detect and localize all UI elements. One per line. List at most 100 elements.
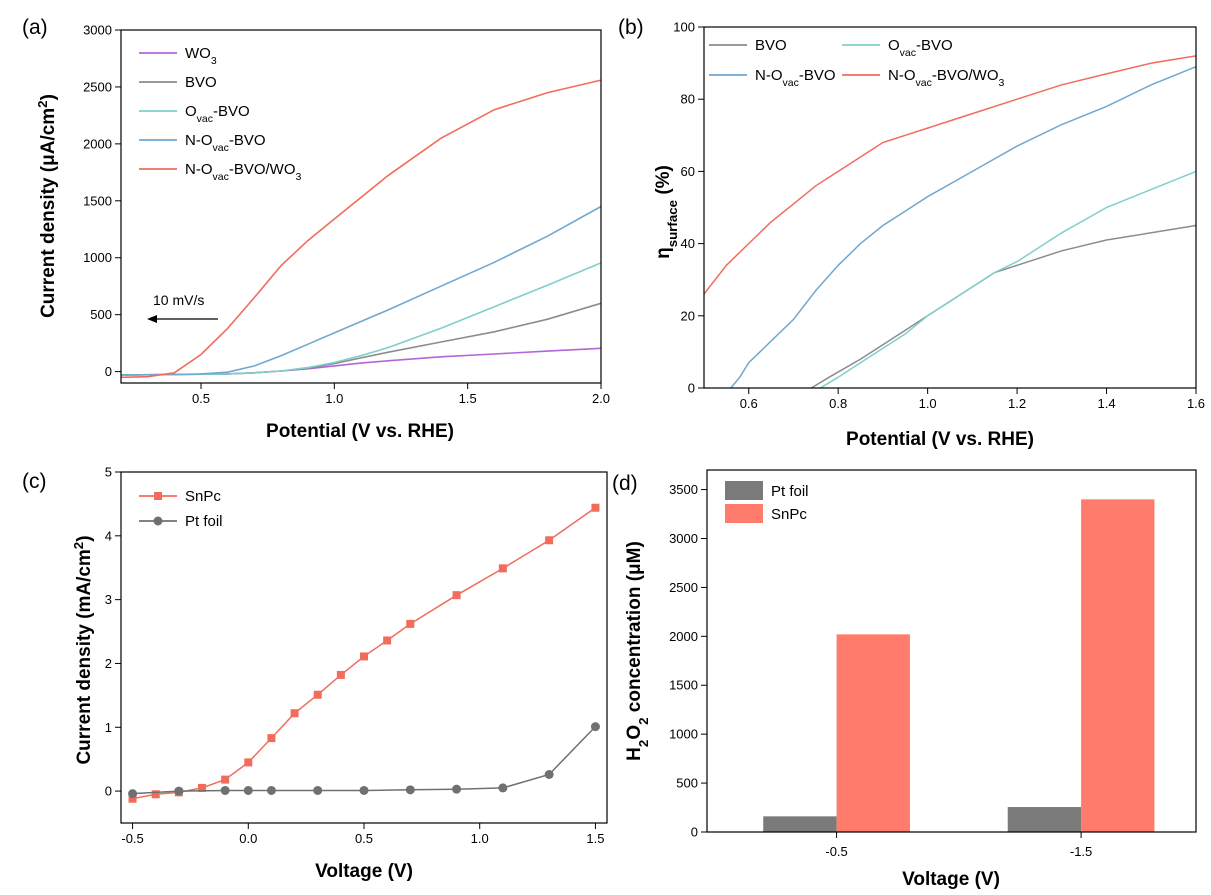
panel-d-legend-swatch-snpc	[725, 504, 763, 523]
panel-c-point-snpc	[498, 564, 507, 573]
panel-a-series-bvo	[120, 302, 602, 376]
panel-c-panel-label: (c)	[22, 470, 47, 493]
panel-b-y-tick-label: 0	[688, 381, 695, 396]
panel-c-legend-label-snpc: SnPc	[185, 488, 221, 505]
panel-c-point-pt-foil	[405, 785, 415, 795]
panel-c-point-pt-foil	[220, 785, 230, 795]
panel-c-x-axis-title: Voltage (V)	[315, 861, 413, 882]
panel-b-x-tick-label: 0.8	[829, 396, 847, 411]
panel-c-point-snpc	[290, 709, 299, 718]
panel-c-point-pt-foil	[174, 786, 184, 796]
panel-b-legend-label-bvo: BVO	[755, 37, 787, 54]
panel-d-x-tick-label: -1.5	[1070, 844, 1092, 859]
panel-b-legend-label-n-ovac-bvo: N-Ovac-BVO	[755, 67, 836, 89]
panel-c-point-snpc	[221, 775, 230, 784]
panel-b-panel-label: (b)	[618, 16, 644, 39]
panel-b-x-tick-label: 1.2	[1008, 396, 1026, 411]
panel-c-point-pt-foil	[266, 785, 276, 795]
panel-a-y-tick-label: 0	[105, 364, 112, 379]
panel-d-bar-snpc-1-5	[1081, 499, 1155, 832]
panel-d-x-axis-title: Voltage (V)	[902, 869, 1000, 890]
panel-a-y-tick-label: 3000	[83, 23, 112, 38]
panel-c-point-snpc	[198, 783, 206, 792]
panel-b-plot-frame	[703, 26, 1197, 389]
panel-d-y-tick-label: 1000	[669, 727, 698, 742]
panel-a-legend-label-ovac-bvo: Ovac-BVO	[185, 103, 250, 125]
panel-c-point-snpc	[128, 794, 137, 803]
panel-b-series-ovac-bvo	[819, 170, 1197, 389]
panel-d-y-tick-label: 2000	[669, 629, 698, 644]
panel-b-x-axis-title: Potential (V vs. RHE)	[846, 429, 1034, 450]
panel-a-series-ovac-bvo	[120, 262, 602, 376]
panel-a-y-tick-label: 500	[90, 307, 112, 322]
panel-a-scan-arrow-icon	[147, 315, 157, 323]
panel-c-point-pt-foil	[590, 722, 600, 732]
panel-a-series-n-ovac-bvo-wo3	[120, 79, 602, 379]
panel-c-y-tick-label: 3	[105, 592, 112, 607]
panel-b-legend-label-n-ovac-bvo-wo3: N-Ovac-BVO/WO3	[888, 67, 1005, 89]
panel-c-point-snpc	[244, 758, 253, 767]
panel-c-series-pt-foil	[132, 726, 596, 795]
panel-a-y-tick-label: 1000	[83, 250, 112, 265]
panel-c-x-tick-label: -0.5	[121, 831, 143, 846]
panel-c-point-snpc	[383, 636, 392, 645]
panel-b-x-tick-label: 1.4	[1098, 396, 1116, 411]
panel-a-y-tick-label: 2000	[83, 136, 112, 151]
panel-c-legend-marker	[153, 516, 163, 526]
panel-a-y-tick-label: 1500	[83, 193, 112, 208]
panel-c-point-snpc	[267, 734, 276, 743]
panel-b-y-tick-label: 80	[681, 92, 695, 107]
panel-b-y-tick-label: 40	[681, 236, 695, 251]
panel-d-panel-label: (d)	[612, 472, 638, 495]
panel-a-plot-frame	[120, 29, 602, 384]
panel-b-series-n-ovac-bvo-wo3	[703, 55, 1197, 295]
panel-c-point-pt-foil	[544, 769, 554, 779]
panel-a-y-axis-title: Current density (μA/cm2)	[35, 94, 60, 318]
panel-c-point-pt-foil	[359, 785, 369, 795]
panel-a-x-axis-title: Potential (V vs. RHE)	[266, 421, 454, 442]
panel-b-chart: 0.6 0.8 1.0 1.2 1.4 1.6 0 20 40 60 80 100 Potential …	[618, 16, 1205, 450]
panel-c-y-axis-title: Current density (mA/cm2)	[71, 535, 96, 764]
panel-d-bar-snpc-0-5	[836, 634, 910, 832]
panel-b-x-tick-label: 1.6	[1187, 396, 1205, 411]
panel-c-point-snpc	[336, 670, 345, 679]
panel-c-point-snpc	[151, 790, 160, 799]
panel-c-point-pt-foil	[128, 789, 138, 799]
panel-c-point-snpc	[452, 591, 461, 600]
panel-a-scan-rate-annotation: 10 mV/s	[153, 292, 204, 308]
panel-c-y-tick-label: 0	[105, 784, 112, 799]
panel-d-y-axis-title: H2O2 concentration (μM)	[624, 541, 651, 761]
panel-a-x-tick-label: 1.0	[325, 391, 343, 406]
panel-c-legend-marker	[154, 492, 162, 500]
panel-a-x-tick-label: 0.5	[192, 391, 210, 406]
panel-d-y-tick-label: 3500	[669, 482, 698, 497]
panel-d-legend-label-snpc: SnPc	[771, 506, 807, 523]
panel-d-legend-label-pt-foil: Pt foil	[771, 483, 809, 500]
panel-b-series-n-ovac-bvo	[730, 66, 1197, 389]
panel-d-bar-pt-foil-0-5	[763, 816, 837, 832]
panel-b-y-tick-label: 100	[673, 20, 695, 35]
panel-d-y-tick-label: 0	[691, 825, 698, 840]
panel-c-point-pt-foil	[243, 785, 253, 795]
panel-a-legend-label-wo3: WO3	[185, 45, 217, 67]
panel-d-plot-frame	[706, 469, 1197, 833]
panel-a-series-wo3	[120, 347, 602, 376]
panel-d-legend-swatch-pt-foil	[725, 481, 763, 500]
panel-c-point-pt-foil	[452, 784, 462, 794]
panel-c-point-snpc	[545, 536, 554, 545]
panel-a-panel-label: (a)	[22, 16, 48, 39]
panel-b-y-axis-title: ηsurface (%)	[653, 165, 680, 259]
panel-c-point-snpc	[360, 652, 368, 661]
panel-d-y-tick-label: 2500	[669, 580, 698, 595]
panel-c-x-tick-label: 1.0	[471, 831, 489, 846]
panel-c-point-snpc	[313, 690, 322, 699]
panel-d-chart: -0.5 -1.5 0 500 1000 1500 2000 2500 3000 3500 Volt…	[612, 469, 1197, 890]
panel-b-series-bvo	[810, 224, 1197, 389]
panel-d-bar-pt-foil-1-5	[1007, 807, 1082, 832]
panel-a-legend-label-n-ovac-bvo: N-Ovac-BVO	[185, 132, 266, 154]
panel-a-chart: 0.5 1.0 1.5 2.0 0 500 1000 1500 2000 2500 3000 Pote…	[22, 16, 610, 442]
panel-b-y-tick-label: 60	[681, 164, 695, 179]
panel-c-point-pt-foil	[313, 785, 323, 795]
panel-d-x-tick-label: -0.5	[825, 844, 847, 859]
